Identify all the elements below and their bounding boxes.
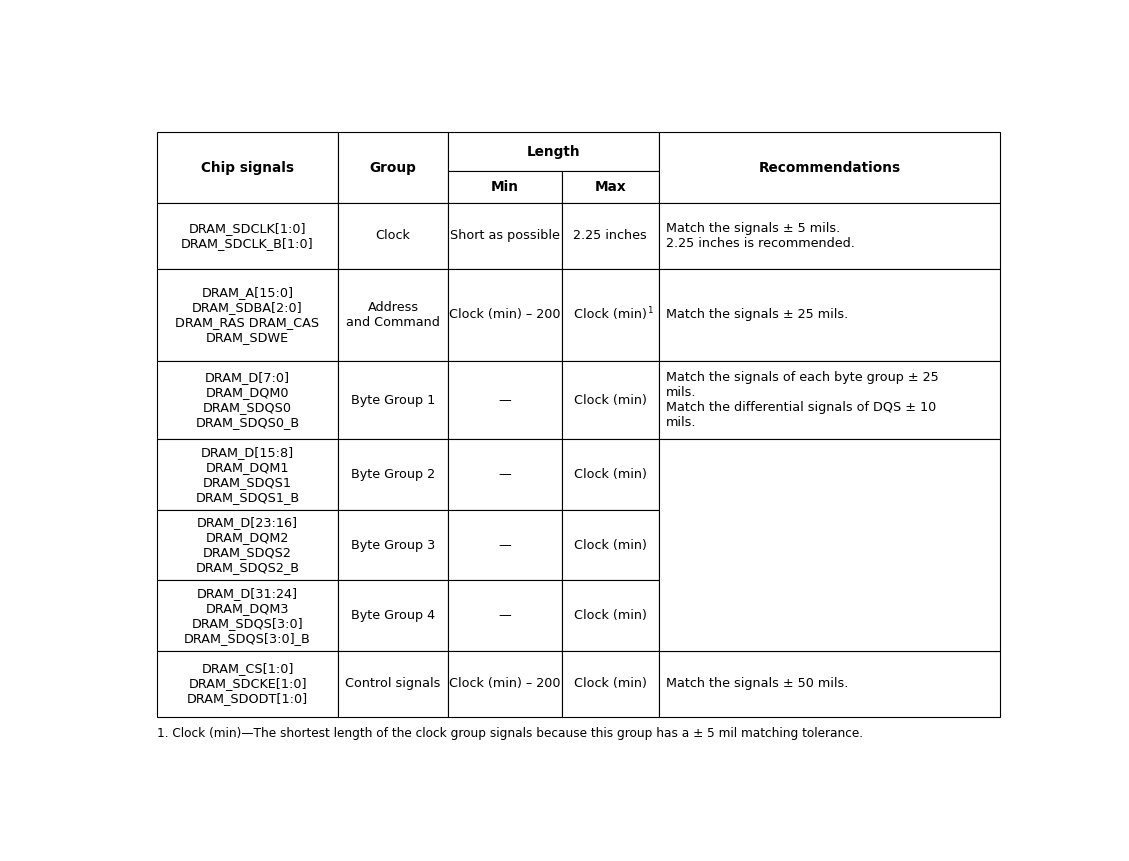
Text: DRAM_SDCLK[1:0]
DRAM_SDCLK_B[1:0]: DRAM_SDCLK[1:0] DRAM_SDCLK_B[1:0]: [182, 222, 314, 250]
Text: Clock (min) – 200: Clock (min) – 200: [449, 678, 561, 691]
Bar: [339, 439, 448, 510]
Text: —: —: [498, 539, 511, 552]
Text: Clock (min) – 200: Clock (min) – 200: [449, 308, 561, 321]
Text: Match the signals of each byte group ± 25
mils.
Match the differential signals o: Match the signals of each byte group ± 2…: [666, 371, 938, 429]
Bar: [448, 269, 562, 361]
Bar: [562, 580, 658, 651]
Bar: [339, 651, 448, 716]
Bar: [157, 510, 339, 580]
Bar: [448, 203, 562, 269]
Bar: [448, 361, 562, 439]
Bar: [448, 510, 562, 580]
Bar: [562, 439, 658, 510]
Bar: [339, 580, 448, 651]
Text: Byte Group 4: Byte Group 4: [351, 609, 435, 623]
Bar: [157, 203, 339, 269]
Text: Clock (min): Clock (min): [574, 539, 647, 552]
Bar: [448, 133, 658, 171]
Bar: [157, 133, 339, 203]
Bar: [157, 269, 339, 361]
Text: Max: Max: [595, 180, 627, 194]
Text: DRAM_A[15:0]
DRAM_SDBA[2:0]
DRAM_RAS DRAM_CAS
DRAM_SDWE: DRAM_A[15:0] DRAM_SDBA[2:0] DRAM_RAS DRA…: [175, 286, 320, 344]
Bar: [448, 171, 562, 203]
Text: Byte Group 2: Byte Group 2: [351, 468, 435, 481]
Bar: [562, 361, 658, 439]
Text: 2.25 inches: 2.25 inches: [574, 229, 647, 242]
Text: —: —: [498, 468, 511, 481]
Bar: [658, 133, 1000, 203]
Bar: [448, 580, 562, 651]
Bar: [339, 133, 448, 203]
Text: —: —: [498, 609, 511, 623]
Bar: [658, 361, 1000, 439]
Bar: [448, 651, 562, 716]
Bar: [157, 651, 339, 716]
Bar: [562, 651, 658, 716]
Bar: [339, 361, 448, 439]
Bar: [157, 439, 339, 510]
Text: Clock (min): Clock (min): [574, 393, 647, 406]
Text: Chip signals: Chip signals: [201, 161, 294, 175]
Text: Clock (min): Clock (min): [574, 609, 647, 623]
Text: Byte Group 3: Byte Group 3: [351, 539, 435, 552]
Text: Clock (min): Clock (min): [574, 678, 647, 691]
Bar: [658, 651, 1000, 716]
Text: Clock (min): Clock (min): [574, 308, 647, 321]
Bar: [448, 439, 562, 510]
Bar: [562, 269, 658, 361]
Text: DRAM_D[15:8]
DRAM_DQM1
DRAM_SDQS1
DRAM_SDQS1_B: DRAM_D[15:8] DRAM_DQM1 DRAM_SDQS1 DRAM_S…: [195, 446, 299, 504]
Text: Control signals: Control signals: [345, 678, 440, 691]
Text: Address
and Command: Address and Command: [347, 300, 440, 329]
Bar: [157, 361, 339, 439]
Text: Recommendations: Recommendations: [759, 161, 901, 175]
Text: DRAM_CS[1:0]
DRAM_SDCKE[1:0]
DRAM_SDODT[1:0]: DRAM_CS[1:0] DRAM_SDCKE[1:0] DRAM_SDODT[…: [187, 662, 308, 705]
Text: Match the signals ± 50 mils.: Match the signals ± 50 mils.: [666, 678, 848, 691]
Text: Short as possible: Short as possible: [449, 229, 560, 242]
Text: Min: Min: [491, 180, 519, 194]
Text: Clock (min): Clock (min): [574, 468, 647, 481]
Text: Byte Group 1: Byte Group 1: [351, 393, 435, 406]
Bar: [658, 439, 1000, 651]
Text: 1. Clock (min)—The shortest length of the clock group signals because this group: 1. Clock (min)—The shortest length of th…: [157, 727, 863, 740]
Text: Length: Length: [526, 145, 580, 158]
Text: Match the signals ± 25 mils.: Match the signals ± 25 mils.: [666, 308, 848, 321]
Bar: [562, 510, 658, 580]
Text: 1: 1: [647, 306, 653, 314]
Text: Match the signals ± 5 mils.
2.25 inches is recommended.: Match the signals ± 5 mils. 2.25 inches …: [666, 222, 855, 250]
Bar: [339, 269, 448, 361]
Text: DRAM_D[31:24]
DRAM_DQM3
DRAM_SDQS[3:0]
DRAM_SDQS[3:0]_B: DRAM_D[31:24] DRAM_DQM3 DRAM_SDQS[3:0] D…: [184, 586, 310, 645]
Text: DRAM_D[23:16]
DRAM_DQM2
DRAM_SDQS2
DRAM_SDQS2_B: DRAM_D[23:16] DRAM_DQM2 DRAM_SDQS2 DRAM_…: [195, 516, 299, 574]
Bar: [339, 510, 448, 580]
Bar: [658, 269, 1000, 361]
Text: Group: Group: [369, 161, 417, 175]
Text: —: —: [498, 393, 511, 406]
Bar: [562, 203, 658, 269]
Text: DRAM_D[7:0]
DRAM_DQM0
DRAM_SDQS0
DRAM_SDQS0_B: DRAM_D[7:0] DRAM_DQM0 DRAM_SDQS0 DRAM_SD…: [195, 371, 299, 429]
Text: Clock: Clock: [376, 229, 411, 242]
Bar: [157, 580, 339, 651]
Bar: [562, 171, 658, 203]
Bar: [339, 203, 448, 269]
Bar: [658, 203, 1000, 269]
